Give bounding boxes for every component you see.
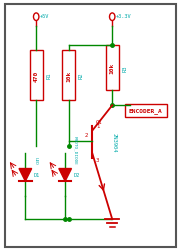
Polygon shape (19, 169, 32, 181)
Text: ENCODER_A: ENCODER_A (129, 108, 163, 114)
Text: 10k: 10k (110, 62, 115, 74)
Text: 2N3904: 2N3904 (111, 133, 117, 152)
Text: 10k: 10k (66, 70, 71, 81)
Text: D2: D2 (73, 173, 80, 178)
Text: +5V: +5V (40, 14, 49, 19)
Text: 3: 3 (96, 158, 99, 163)
Text: R2: R2 (79, 72, 84, 79)
Text: Q1: Q1 (96, 118, 102, 123)
Text: D1: D1 (33, 173, 40, 178)
Bar (30, 50, 43, 101)
Bar (106, 45, 119, 91)
Text: LED: LED (33, 156, 37, 164)
Text: +3.3V: +3.3V (116, 14, 131, 19)
Polygon shape (59, 169, 71, 181)
Text: PHOTO_DIODE: PHOTO_DIODE (73, 135, 77, 164)
Bar (125, 105, 167, 117)
Text: 2: 2 (85, 132, 89, 137)
Text: R3: R3 (122, 65, 127, 71)
Text: 1: 1 (96, 123, 99, 129)
Text: R1: R1 (46, 72, 51, 79)
Bar (62, 50, 75, 101)
Text: 470: 470 (34, 70, 39, 81)
